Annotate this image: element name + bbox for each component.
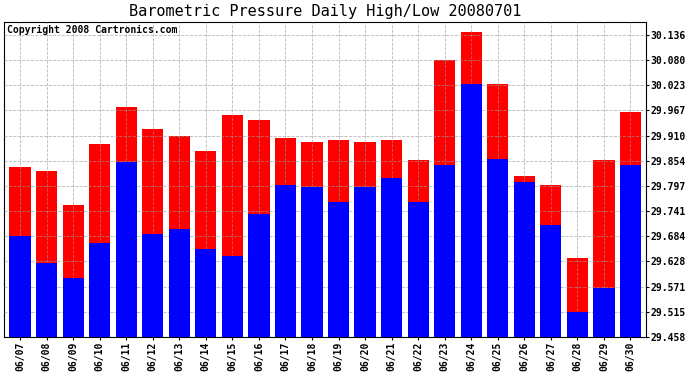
Bar	[89, 243, 110, 337]
Bar	[620, 112, 641, 337]
Bar	[275, 138, 296, 337]
Bar	[355, 187, 376, 337]
Text: Copyright 2008 Cartronics.com: Copyright 2008 Cartronics.com	[8, 25, 178, 35]
Bar	[116, 162, 137, 337]
Bar	[142, 129, 164, 337]
Bar	[461, 84, 482, 337]
Bar	[434, 60, 455, 337]
Bar	[328, 140, 349, 337]
Bar	[355, 142, 376, 337]
Bar	[487, 84, 509, 337]
Bar	[142, 234, 164, 337]
Bar	[381, 178, 402, 337]
Bar	[248, 214, 270, 337]
Bar	[514, 182, 535, 337]
Bar	[63, 205, 83, 337]
Bar	[116, 106, 137, 337]
Bar	[169, 229, 190, 337]
Bar	[408, 202, 428, 337]
Bar	[328, 202, 349, 337]
Bar	[169, 135, 190, 337]
Bar	[461, 32, 482, 337]
Title: Barometric Pressure Daily High/Low 20080701: Barometric Pressure Daily High/Low 20080…	[129, 4, 522, 19]
Bar	[487, 159, 509, 337]
Bar	[434, 165, 455, 337]
Bar	[248, 120, 270, 337]
Bar	[566, 258, 588, 337]
Bar	[593, 288, 615, 337]
Bar	[63, 278, 83, 337]
Bar	[381, 140, 402, 337]
Bar	[36, 263, 57, 337]
Bar	[620, 165, 641, 337]
Bar	[195, 151, 217, 337]
Bar	[10, 236, 31, 337]
Bar	[10, 167, 31, 337]
Bar	[514, 176, 535, 337]
Bar	[540, 225, 562, 337]
Bar	[302, 142, 323, 337]
Bar	[302, 187, 323, 337]
Bar	[221, 256, 243, 337]
Bar	[593, 160, 615, 337]
Bar	[540, 184, 562, 337]
Bar	[195, 249, 217, 337]
Bar	[566, 312, 588, 337]
Bar	[89, 144, 110, 337]
Bar	[408, 160, 428, 337]
Bar	[221, 116, 243, 337]
Bar	[36, 171, 57, 337]
Bar	[275, 184, 296, 337]
